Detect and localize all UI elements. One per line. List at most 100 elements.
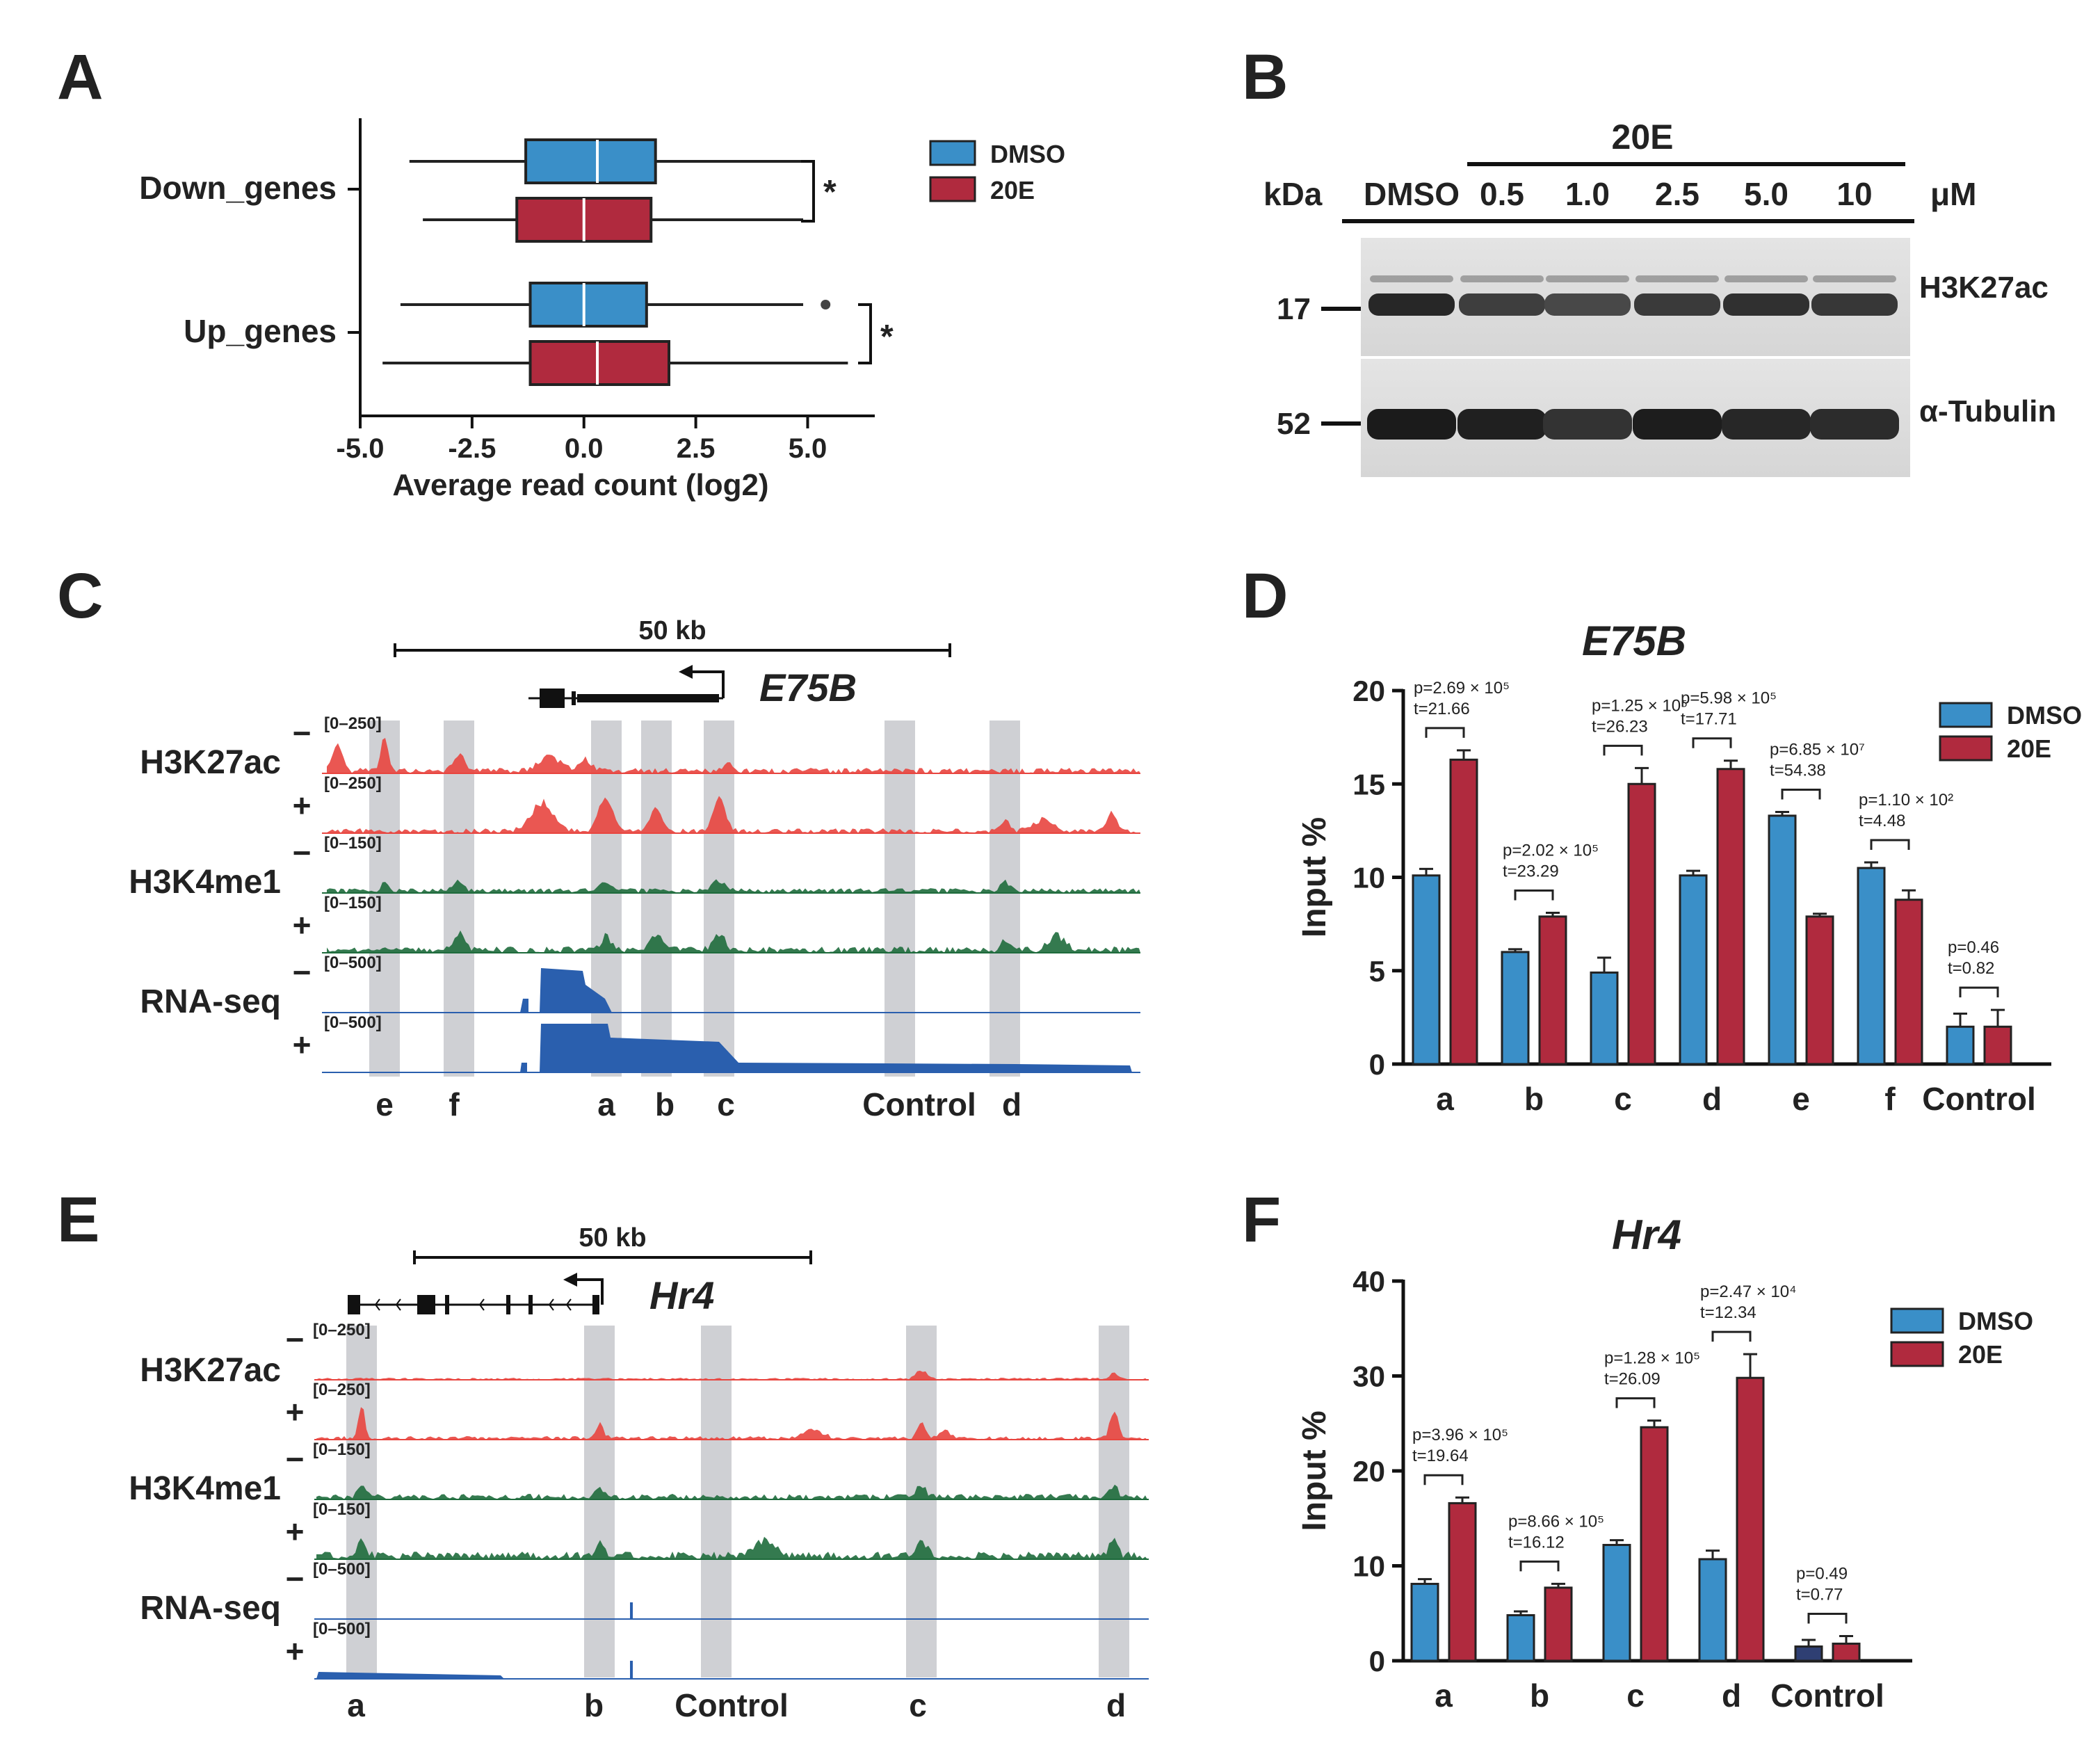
bar-dmso — [1410, 1582, 1439, 1662]
outlier-point — [821, 300, 831, 309]
y-tick-label: 0 — [1369, 1048, 1385, 1081]
p-value-label: p=0.46 — [1948, 938, 1999, 957]
bar-20e — [1736, 1376, 1765, 1662]
gene-exon — [353, 1295, 360, 1314]
box-down_genes-dmso — [409, 138, 804, 184]
comparison-bracket — [1807, 1613, 1848, 1624]
bar-group-c: c p=1.25 × 10⁵ t=26.23 — [1590, 696, 1688, 1117]
band-h3k27ac — [1811, 293, 1898, 316]
y-tick-label: 15 — [1352, 768, 1385, 800]
panel-e-genome-tracks: 50 kbHr4[0–250]−[0–250]+[0–150]−[0–150]+… — [129, 1223, 1149, 1723]
bar-20e — [1805, 915, 1834, 1065]
panel-b-western-blot: 20E kDa DMSO 0.5 1.0 2.5 5.0 10 μM 17 52 H3K2… — [1263, 118, 2056, 477]
band-h3k27ac-faint — [1460, 275, 1544, 282]
bar-20e — [1627, 782, 1656, 1065]
x-category-label: c — [1614, 1081, 1632, 1117]
gene-exon — [592, 1295, 599, 1314]
coverage-track — [316, 1484, 1147, 1499]
blot-label-tubulin: α-Tubulin — [1919, 394, 2056, 428]
comparison-bracket — [1959, 986, 1999, 998]
panel-f-bar-chart: Hr4 0 10 20 30 40 Input % a p=3.96 × 10⁵ t=19.64 b… — [1296, 1211, 2033, 1714]
region-highlight — [885, 721, 915, 1077]
y-tick-label: 10 — [1352, 1550, 1385, 1583]
significance-bracket-down — [801, 160, 815, 223]
t-value-label: t=12.34 — [1700, 1303, 1756, 1322]
bar-dmso — [1768, 814, 1797, 1065]
lane-label: 0.5 — [1480, 176, 1524, 212]
region-label: d — [1106, 1687, 1126, 1723]
gene-exon — [572, 691, 576, 705]
x-category-label: a — [1435, 1677, 1453, 1714]
region-highlight — [641, 721, 672, 1077]
legend-label-20e: 20E — [990, 176, 1035, 204]
bar-group-f: f p=1.10 × 10² t=4.48 — [1857, 791, 1953, 1117]
track-sign: − — [293, 715, 312, 751]
track-group-label: H3K27ac — [140, 1352, 281, 1389]
t-value-label: t=54.38 — [1770, 762, 1826, 780]
region-label: a — [347, 1687, 365, 1723]
lane-label: 10 — [1836, 176, 1872, 212]
legend-swatch-dmso — [929, 140, 976, 166]
track-range: [0–250] — [313, 1380, 371, 1399]
track-range: [0–250] — [313, 1321, 371, 1339]
comparison-bracket — [1870, 839, 1910, 851]
bar-group-control: Control p=0.49 t=0.77 — [1770, 1565, 1884, 1714]
kda-label: kDa — [1263, 176, 1323, 212]
track-group-label: H3K4me1 — [129, 864, 281, 901]
intron-direction — [548, 1298, 554, 1311]
y-tick-label: 5 — [1369, 955, 1385, 988]
y-tick-label: 10 — [1352, 862, 1385, 894]
track-range: [0–500] — [313, 1560, 371, 1579]
bar-20e — [1544, 1586, 1573, 1662]
coverage-track — [316, 1370, 1147, 1380]
lane-label: 1.0 — [1565, 176, 1610, 212]
x-tick-label: 2.5 — [677, 433, 716, 464]
t-value-label: t=26.23 — [1592, 717, 1648, 736]
x-category-label: a — [1436, 1081, 1454, 1117]
region-label: b — [584, 1687, 604, 1723]
track-sign: + — [293, 787, 312, 823]
band-h3k27ac-faint — [1370, 275, 1453, 282]
comparison-bracket — [1423, 1474, 1464, 1486]
p-value-label: p=1.28 × 10⁵ — [1604, 1349, 1700, 1368]
significance-star-down: * — [823, 174, 837, 211]
y-axis-label: Input % — [1296, 1410, 1333, 1531]
band-tubulin — [1722, 409, 1811, 440]
p-value-label: p=8.66 × 10⁵ — [1508, 1512, 1604, 1531]
chart-title: E75B — [1582, 618, 1686, 664]
region-label: b — [655, 1086, 675, 1122]
bar-20e — [1894, 899, 1923, 1065]
bar-dmso — [1602, 1543, 1631, 1662]
x-category-label: b — [1524, 1081, 1544, 1117]
region-highlight — [444, 721, 474, 1077]
bar-dmso — [1412, 874, 1441, 1065]
panel-d-bar-chart: E75B 0 5 10 15 20 Input % a p=2.69 × 10⁵ t=21.66 b… — [1296, 618, 2082, 1117]
unit-label: μM — [1930, 176, 1976, 212]
bar-dmso — [1946, 1025, 1975, 1065]
tss-arrow — [570, 1278, 604, 1305]
x-category-label: e — [1792, 1081, 1810, 1117]
bar-group-c: c p=1.28 × 10⁵ t=26.09 — [1602, 1349, 1700, 1714]
coverage-track — [316, 1672, 504, 1679]
significance-star-up: * — [880, 319, 894, 355]
panel-label-b: B — [1242, 42, 1288, 113]
bar-group-b: b p=2.02 × 10⁵ t=23.29 — [1501, 842, 1599, 1117]
p-value-label: p=2.47 × 10⁴ — [1700, 1282, 1796, 1301]
track-range: [0–150] — [313, 1440, 371, 1459]
coverage-track — [327, 796, 1140, 833]
track-range: [0–500] — [324, 1013, 382, 1032]
p-value-label: p=5.98 × 10⁵ — [1681, 689, 1777, 708]
bar-dmso — [1794, 1645, 1823, 1662]
track-range: [0–500] — [324, 953, 382, 972]
p-value-label: p=2.69 × 10⁵ — [1414, 679, 1510, 698]
bar-20e — [1538, 915, 1567, 1065]
t-value-label: t=16.12 — [1508, 1533, 1565, 1552]
bar-20e — [1640, 1426, 1669, 1662]
y-tick-label: 40 — [1352, 1265, 1385, 1298]
band-h3k27ac — [1544, 293, 1631, 316]
legend-label-20e: 20E — [1958, 1340, 2003, 1369]
p-value-label: p=6.85 × 10⁷ — [1770, 741, 1865, 759]
gene-exon — [528, 1295, 533, 1314]
track-sign: − — [293, 835, 312, 871]
x-tick-label: -2.5 — [448, 433, 496, 464]
